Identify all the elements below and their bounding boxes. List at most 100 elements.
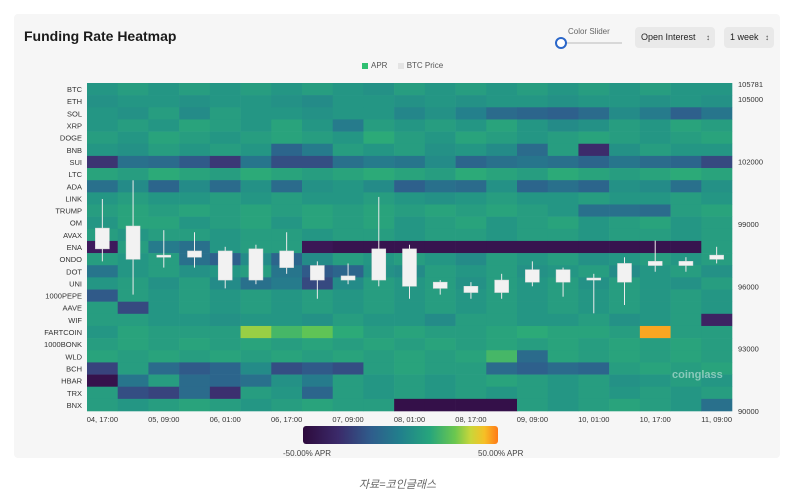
heatmap-cell bbox=[271, 216, 303, 230]
heatmap-cell bbox=[148, 83, 180, 96]
heatmap-cell bbox=[609, 228, 641, 242]
heatmap-cell bbox=[302, 374, 334, 388]
x-tick-label: 04, 17:00 bbox=[87, 415, 118, 424]
heatmap-cell bbox=[578, 192, 610, 205]
heatmap-cell bbox=[179, 338, 211, 351]
heatmap-cell bbox=[179, 325, 211, 339]
heatmap-cell bbox=[578, 107, 610, 120]
heatmap-cell bbox=[517, 253, 549, 266]
heatmap-cell bbox=[517, 325, 549, 339]
heatmap-cell bbox=[302, 313, 334, 327]
heatmap-cell bbox=[240, 338, 272, 351]
heatmap-cell bbox=[363, 107, 395, 120]
heatmap-cell bbox=[639, 350, 671, 363]
y-category-label: DOGE bbox=[60, 134, 82, 143]
heatmap-cell bbox=[332, 386, 364, 400]
heatmap-cell bbox=[117, 350, 149, 363]
heatmap-cell bbox=[240, 350, 272, 363]
heatmap-cell bbox=[271, 313, 303, 327]
heatmap-cell bbox=[424, 386, 456, 400]
heatmap-cell bbox=[209, 216, 241, 230]
heatmap-cell bbox=[486, 362, 518, 375]
heatmap-cell bbox=[302, 350, 334, 363]
price-axis-tick-label: 102000 bbox=[738, 158, 763, 167]
heatmap-cell bbox=[486, 192, 518, 205]
color-slider-knob[interactable] bbox=[555, 37, 567, 49]
heatmap-cell bbox=[701, 265, 733, 278]
heatmap-cell bbox=[670, 240, 702, 254]
heatmap-cell bbox=[240, 192, 272, 205]
heatmap-cell bbox=[240, 374, 272, 388]
color-slider-track[interactable] bbox=[560, 42, 622, 44]
y-category-label: OM bbox=[70, 219, 82, 228]
heatmap-cell bbox=[424, 143, 456, 157]
legend-item-apr[interactable]: APR bbox=[362, 61, 387, 70]
heatmap-cell bbox=[639, 398, 671, 412]
color-slider-label: Color Slider bbox=[568, 27, 610, 36]
heatmap-cell bbox=[394, 301, 426, 315]
heatmap-cell bbox=[486, 131, 518, 145]
heatmap-cell bbox=[486, 155, 518, 169]
heatmap-cell bbox=[87, 83, 119, 96]
heatmap-cell bbox=[209, 362, 241, 375]
heatmap-cell bbox=[394, 350, 426, 363]
heatmap-cell bbox=[117, 119, 149, 132]
heatmap-cell bbox=[394, 204, 426, 217]
price-axis-tick-label: 90000 bbox=[738, 407, 759, 416]
heatmap-cell bbox=[148, 107, 180, 120]
heatmap-cell bbox=[517, 313, 549, 327]
heatmap-cell bbox=[302, 228, 334, 242]
heatmap-cell bbox=[670, 350, 702, 363]
x-tick-label: 06, 17:00 bbox=[271, 415, 302, 424]
candle-body bbox=[125, 225, 141, 260]
heatmap-cell bbox=[517, 289, 549, 302]
heatmap-cell bbox=[240, 180, 272, 193]
heatmap-cell bbox=[302, 131, 334, 145]
heatmap-cell bbox=[179, 83, 211, 96]
heatmap-cell bbox=[547, 362, 579, 375]
candle-body bbox=[647, 261, 663, 266]
heatmap-cell bbox=[424, 374, 456, 388]
heatmap-cell bbox=[271, 301, 303, 315]
heatmap-cell bbox=[547, 180, 579, 193]
heatmap-cell bbox=[394, 374, 426, 388]
heatmap-cell bbox=[517, 180, 549, 193]
heatmap-cell bbox=[209, 143, 241, 157]
heatmap-cell bbox=[455, 374, 487, 388]
heatmap-cell bbox=[701, 168, 733, 181]
heatmap-cell bbox=[271, 83, 303, 96]
heatmap-cell bbox=[517, 338, 549, 351]
heatmap-cell bbox=[271, 350, 303, 363]
heatmap-cell bbox=[609, 168, 641, 181]
heatmap-cell bbox=[486, 325, 518, 339]
metric-select[interactable]: Open Interest ↕ bbox=[635, 27, 715, 48]
heatmap-cell bbox=[517, 386, 549, 400]
heatmap-cell bbox=[302, 362, 334, 375]
heatmap-cell bbox=[394, 131, 426, 145]
heatmap-cell bbox=[639, 289, 671, 302]
heatmap-cell bbox=[639, 228, 671, 242]
heatmap-cell bbox=[578, 155, 610, 169]
heatmap-cell bbox=[179, 301, 211, 315]
heatmap-cell bbox=[670, 155, 702, 169]
heatmap-cell bbox=[670, 374, 702, 388]
heatmap-cell bbox=[424, 216, 456, 230]
heatmap-cell bbox=[455, 204, 487, 217]
heatmap-cell bbox=[609, 301, 641, 315]
heatmap-cell bbox=[424, 119, 456, 132]
heatmap-cell bbox=[455, 253, 487, 266]
heatmap-cell bbox=[332, 240, 364, 254]
heatmap-cell bbox=[455, 313, 487, 327]
time-range-select[interactable]: 1 week ↕ bbox=[724, 27, 774, 48]
heatmap-cell bbox=[609, 398, 641, 412]
legend-item-btc-price[interactable]: BTC Price bbox=[397, 61, 443, 70]
x-tick-label: 07, 09:00 bbox=[332, 415, 363, 424]
y-category-label: DOT bbox=[66, 267, 82, 276]
heatmap-cell bbox=[701, 155, 733, 169]
heatmap-cell bbox=[87, 107, 119, 120]
heatmap-cell bbox=[701, 192, 733, 205]
heatmap-cell bbox=[701, 301, 733, 315]
heatmap-cell bbox=[455, 301, 487, 315]
heatmap-cell bbox=[486, 313, 518, 327]
x-tick-label: 10, 17:00 bbox=[640, 415, 671, 424]
